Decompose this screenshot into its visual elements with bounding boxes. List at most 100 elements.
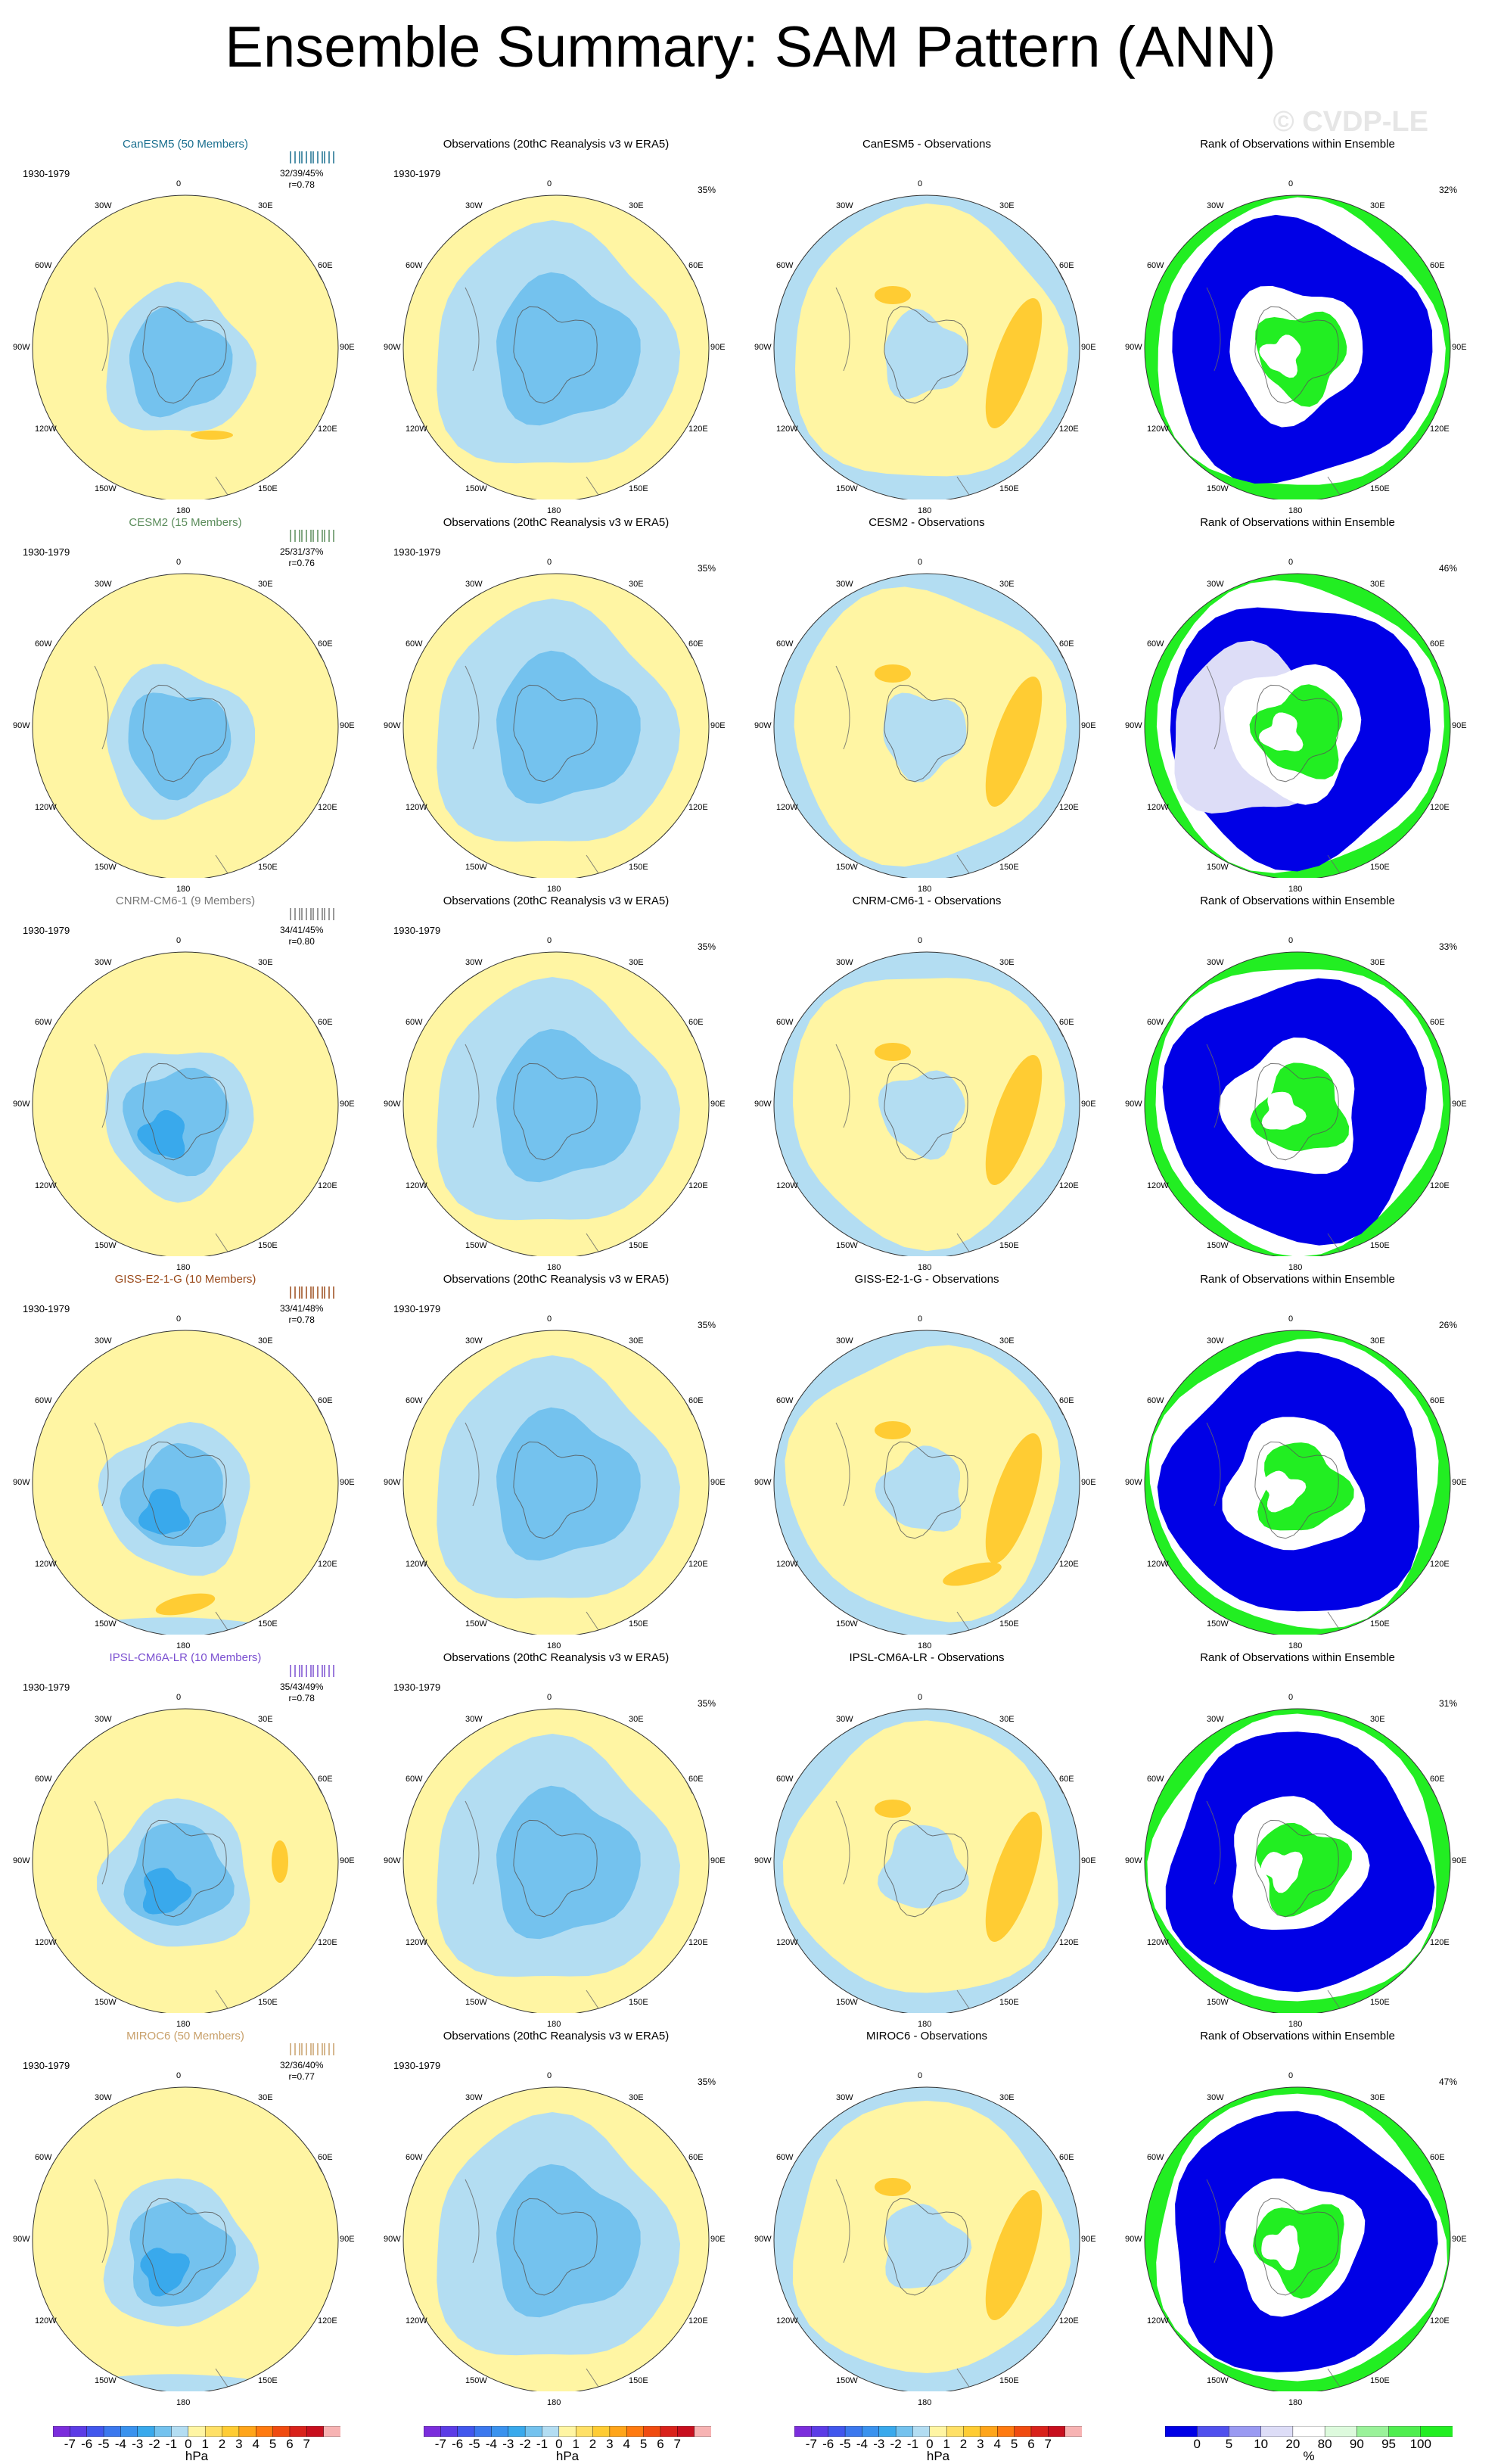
model-map xyxy=(32,1708,339,2013)
longitude-label: 150W xyxy=(95,2376,117,2386)
colorbar-tick-label: 7 xyxy=(673,2437,682,2451)
longitude-label: 60E xyxy=(688,1396,704,1405)
longitude-label: 0 xyxy=(176,1314,182,1324)
longitude-label: 60W xyxy=(1146,1018,1164,1027)
page-title: Ensemble Summary: SAM Pattern (ANN) xyxy=(225,15,1276,79)
model-panel-title: CNRM-CM6-1 (9 Members) xyxy=(115,894,256,907)
longitude-label: 0 xyxy=(176,1693,182,1702)
longitude-label: 90E xyxy=(340,343,355,352)
longitude-label: 180 xyxy=(176,1641,191,1650)
model-map xyxy=(32,2086,339,2391)
longitude-label: 60E xyxy=(688,1775,704,1784)
longitude-label: 180 xyxy=(176,885,191,894)
longitude-label: 30E xyxy=(258,201,273,210)
longitude-label: 0 xyxy=(176,179,182,188)
longitude-label: 30E xyxy=(258,957,273,967)
period-label: 1930-1979 xyxy=(393,1682,441,1693)
obs-map xyxy=(402,194,710,499)
longitude-label: 90W xyxy=(13,2235,30,2244)
rank-panel-title: Rank of Observations within Ensemble xyxy=(1200,516,1395,529)
longitude-label: 60E xyxy=(1430,1775,1445,1784)
longitude-label: 180 xyxy=(918,885,932,894)
obs-map xyxy=(402,1708,710,2013)
longitude-label: 90W xyxy=(1125,1856,1142,1865)
longitude-label: 30E xyxy=(999,201,1015,210)
colorbar-tick-label: 6 xyxy=(286,2437,294,2451)
colorbar-swatch xyxy=(188,2426,206,2437)
longitude-label: 30W xyxy=(465,201,483,210)
model-panel: CNRM-CM6-1 (9 Members) 0 30E 60E 90E 120E 150E… xyxy=(0,878,371,1272)
model-panel-title: CanESM5 (50 Members) xyxy=(123,138,248,151)
watermark: © CVDP-LE xyxy=(1273,106,1428,138)
longitude-label: 120E xyxy=(1059,1181,1079,1190)
colorbar-swatch xyxy=(575,2426,594,2437)
longitude-label: 60W xyxy=(405,2153,423,2162)
obs-percent: 35% xyxy=(698,563,716,574)
model-panel: GISS-E2-1-G (10 Members) 0 30E 60E 90E 120E 15… xyxy=(0,1256,371,1650)
longitude-label: 120W xyxy=(405,1181,427,1190)
diff-map xyxy=(773,1330,1080,1635)
period-label: 1930-1979 xyxy=(23,925,70,936)
longitude-label: 120W xyxy=(34,803,57,812)
colorbar-swatch xyxy=(86,2426,104,2437)
longitude-label: 60E xyxy=(318,1775,333,1784)
obs-percent: 35% xyxy=(698,941,716,952)
colorbar-tick-label: -7 xyxy=(434,2437,446,2451)
rank-map xyxy=(1144,194,1451,499)
colorbar-unit: hPa xyxy=(555,2449,580,2463)
longitude-label: 150E xyxy=(1370,1619,1390,1629)
longitude-label: 150E xyxy=(999,2376,1019,2386)
longitude-label: 180 xyxy=(918,2020,932,2029)
longitude-label: 60W xyxy=(775,1018,794,1027)
colorbar-tick-label: -1 xyxy=(906,2437,919,2451)
diff-panel-title: CNRM-CM6-1 - Observations xyxy=(852,894,1002,907)
longitude-label: 90E xyxy=(710,2235,726,2244)
longitude-label: 90E xyxy=(1081,2235,1096,2244)
longitude-label: 30W xyxy=(95,201,112,210)
rank-panel: Rank of Observations within Ensemble 0 30E… xyxy=(1112,499,1483,894)
longitude-label: 150W xyxy=(95,1619,117,1629)
longitude-label: 180 xyxy=(547,885,561,894)
longitude-label: 30E xyxy=(999,1714,1015,1724)
longitude-label: 120E xyxy=(1059,803,1079,812)
longitude-label: 60W xyxy=(1146,1396,1164,1405)
longitude-label: 30W xyxy=(1207,2092,1224,2102)
longitude-label: 120W xyxy=(34,1938,57,1947)
longitude-label: 90W xyxy=(1125,721,1142,730)
longitude-label: 180 xyxy=(547,506,561,515)
rank-panel-title: Rank of Observations within Ensemble xyxy=(1200,1651,1395,1664)
longitude-label: 120W xyxy=(775,1181,798,1190)
diff-map xyxy=(773,573,1080,878)
colorbar-tick-label: -4 xyxy=(856,2437,868,2451)
longitude-label: 120W xyxy=(1146,1938,1169,1947)
longitude-label: 120E xyxy=(1430,1560,1450,1569)
longitude-label: 120W xyxy=(34,1560,57,1569)
longitude-label: 60E xyxy=(318,2153,333,2162)
colorbar-hpa-1: -7 -6 -5 -4 -3 -2 -1 0 1 2 3 4 5 6 7 hPa xyxy=(53,2426,340,2463)
longitude-label: 30W xyxy=(95,579,112,589)
colorbar-tick-label: 7 xyxy=(303,2437,311,2451)
colorbar-swatch xyxy=(1292,2426,1325,2437)
longitude-label: 0 xyxy=(918,1314,923,1324)
longitude-label: 30E xyxy=(258,2092,273,2102)
colorbar-swatch xyxy=(1165,2426,1198,2437)
longitude-label: 150W xyxy=(95,484,117,494)
colorbar-tick-label: 5 xyxy=(1010,2437,1018,2451)
obs-panel: Observations (20thC Reanalysis v3 w ERA5… xyxy=(371,878,741,1272)
longitude-label: 60W xyxy=(775,1396,794,1405)
longitude-label: 60E xyxy=(1430,1396,1445,1405)
rank-map xyxy=(1144,2086,1451,2391)
obs-panel-title: Observations (20thC Reanalysis v3 w ERA5… xyxy=(443,1273,670,1286)
longitude-label: 120W xyxy=(34,1181,57,1190)
diff-panel: IPSL-CM6A-LR - Observations 0 30E 60E 90E 120… xyxy=(741,1635,1112,2029)
model-map xyxy=(32,951,339,1256)
longitude-label: 60W xyxy=(405,1396,423,1405)
rank-panel: Rank of Observations within Ensemble 0 30E… xyxy=(1112,2013,1483,2407)
model-map xyxy=(32,1330,339,1635)
colorbar-swatch xyxy=(912,2426,931,2437)
longitude-label: 60W xyxy=(34,261,52,270)
obs-map xyxy=(402,2086,710,2391)
longitude-label: 150W xyxy=(836,2376,858,2386)
longitude-label: 120W xyxy=(1146,1560,1169,1569)
longitude-label: 90W xyxy=(13,721,30,730)
